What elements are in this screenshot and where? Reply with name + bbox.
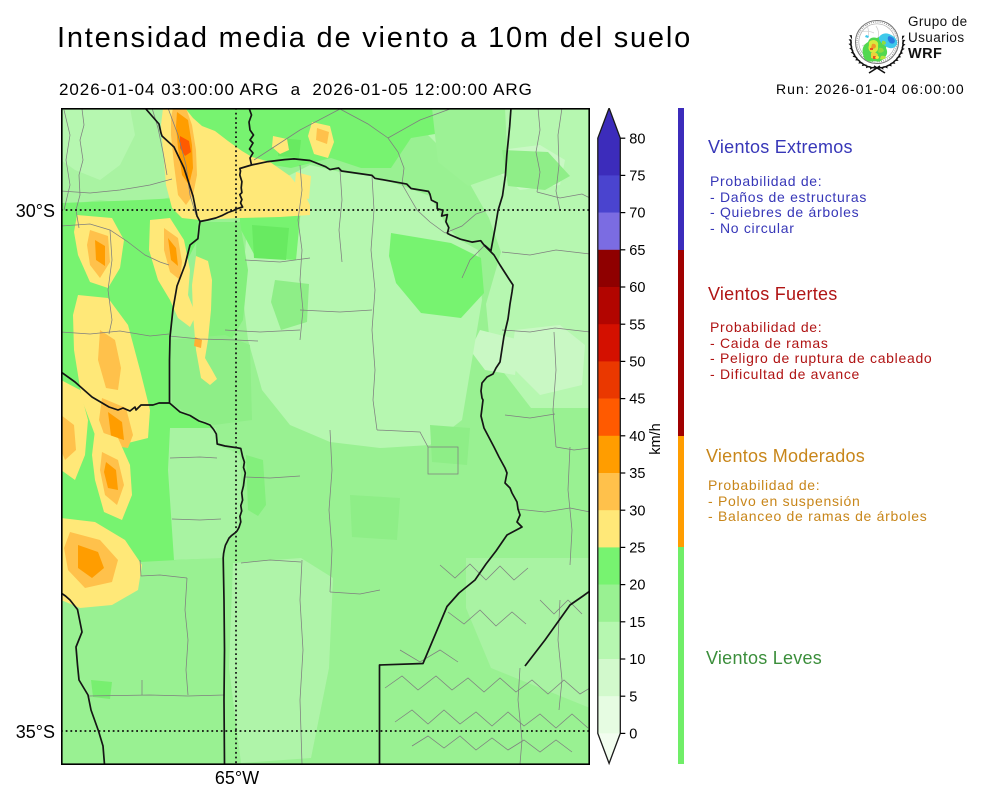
svg-text:80: 80 (629, 131, 645, 147)
svg-text:55: 55 (629, 317, 645, 333)
svg-text:5: 5 (629, 689, 637, 705)
svg-text:45: 45 (629, 392, 645, 408)
svg-text:15: 15 (629, 615, 645, 631)
svg-text:75: 75 (629, 169, 645, 185)
svg-text:25: 25 (629, 541, 645, 557)
svg-text:35: 35 (629, 466, 645, 482)
svg-text:10: 10 (629, 652, 645, 668)
svg-text:60: 60 (629, 280, 645, 296)
svg-text:50: 50 (629, 355, 645, 371)
svg-text:40: 40 (629, 429, 645, 445)
svg-text:30: 30 (629, 503, 645, 519)
svg-text:0: 0 (629, 727, 637, 743)
svg-text:70: 70 (629, 206, 645, 222)
svg-text:65: 65 (629, 243, 645, 259)
svg-text:20: 20 (629, 578, 645, 594)
